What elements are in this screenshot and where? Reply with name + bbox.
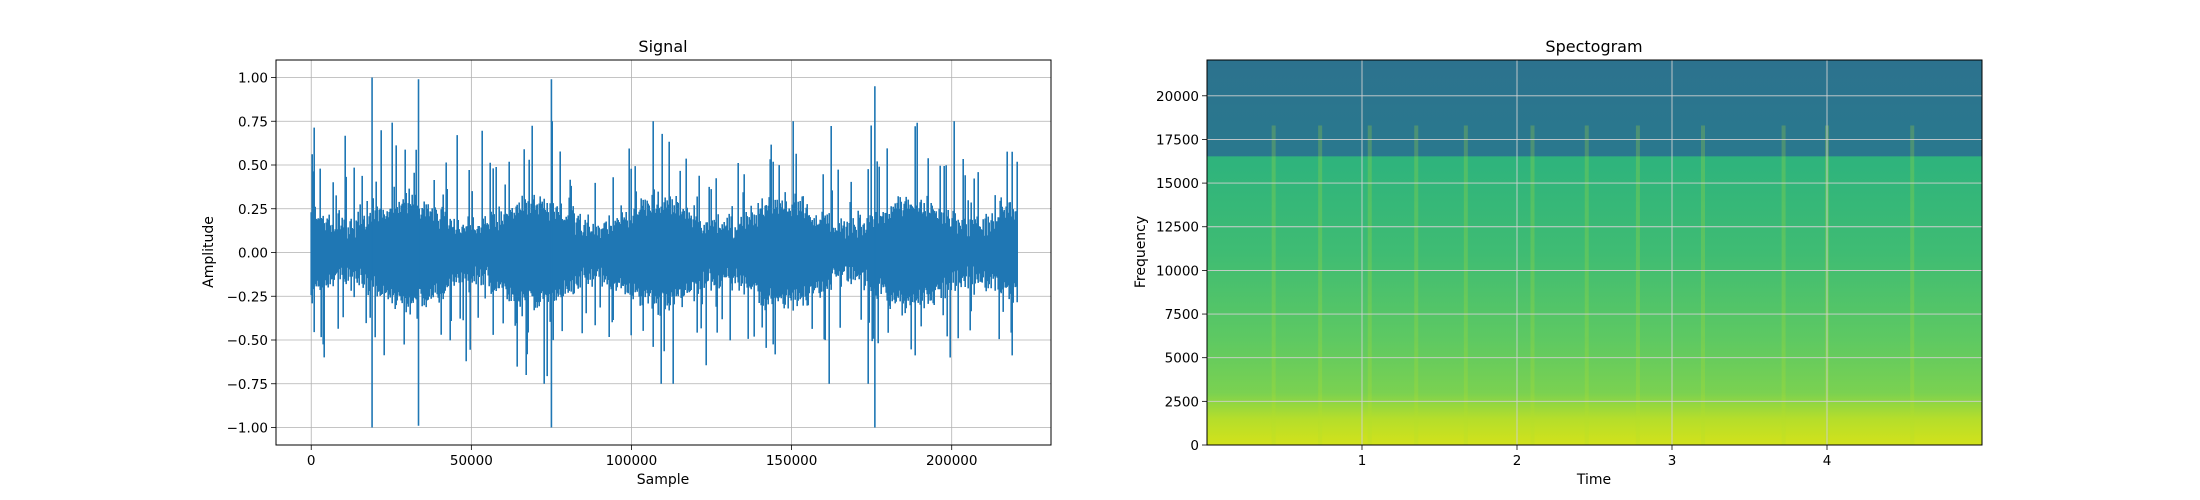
spectrogram-streak: [1781, 125, 1786, 445]
spectrogram-streak: [1701, 125, 1705, 445]
spectrogram-axes-frame: [1206, 59, 1983, 446]
signal-y-tick-label: −0.25: [227, 289, 268, 305]
signal-y-tick-label: −0.75: [227, 377, 268, 393]
spectrogram-ylabel: Frequency: [1133, 216, 1149, 288]
signal-y-tick-label: 0.25: [238, 202, 268, 218]
signal-ylabel: Amplitude: [201, 216, 217, 288]
spectrogram-y-tick-label: 5000: [1165, 351, 1199, 367]
signal-x-tick-label: 150000: [766, 453, 818, 469]
spectrogram-y-tick-label: 10000: [1156, 263, 1199, 279]
spectrogram-streak: [1530, 125, 1535, 445]
signal-x-tick-label: 50000: [450, 453, 493, 469]
spectrogram-image: [1207, 60, 1982, 445]
signal-xlabel: Sample: [637, 472, 690, 488]
spectrogram-streak: [1910, 125, 1915, 445]
signal-y-ticks: 1.00 0.75 0.50 0.25 0.00 −0.25 −0.50 −0.75 −1.00: [227, 71, 276, 437]
spectrogram-streak: [1414, 125, 1419, 445]
spectrogram-grid: [1207, 60, 1982, 445]
spectrogram-y-tick-label: 17500: [1156, 132, 1199, 148]
spectrogram-y-tick-label: 12500: [1156, 220, 1199, 236]
signal-y-tick-label: −0.50: [227, 333, 268, 349]
spectrogram-x-tick-label: 3: [1668, 453, 1677, 469]
signal-x-ticks: 0 50000 100000 150000 200000: [307, 445, 978, 469]
spectrogram-title: Spectogram: [1545, 37, 1642, 56]
spectrogram-streak: [1463, 125, 1468, 445]
spectrogram-x-ticks: 1 2 3 4: [1358, 445, 1832, 469]
spectrogram-y-tick-label: 20000: [1156, 89, 1199, 105]
signal-waveform: [310, 77, 1018, 428]
spectrogram-y-ticks: 0 2500 5000 7500 10000 12500 15000 17500 20000: [1156, 89, 1207, 454]
spectrogram-x-tick-label: 1: [1358, 453, 1367, 469]
spectrogram-xlabel: Time: [1576, 472, 1611, 488]
signal-x-tick-label: 100000: [606, 453, 658, 469]
signal-y-tick-label: 0.50: [238, 158, 268, 174]
spectrogram-x-tick-label: 2: [1513, 453, 1522, 469]
spectrogram-y-tick-label: 15000: [1156, 176, 1199, 192]
signal-y-tick-label: −1.00: [227, 421, 268, 437]
signal-y-tick-label: 0.75: [238, 114, 268, 130]
spectrogram-streak: [1635, 125, 1640, 445]
spectrogram-y-tick-label: 7500: [1165, 307, 1199, 323]
signal-y-tick-label: 0.00: [238, 246, 268, 262]
spectrogram-streak: [1584, 125, 1589, 445]
spectrogram-chart: Spectogram 1 2 3 4 0 2500 5000 7500 10000 12500 1…: [1133, 37, 1983, 488]
spectrogram-y-tick-label: 0: [1190, 438, 1199, 454]
signal-x-tick-label: 0: [307, 453, 316, 469]
signal-core: [311, 238, 1018, 267]
spectrogram-streak: [1318, 125, 1323, 445]
signal-x-tick-label: 200000: [926, 453, 978, 469]
signal-chart: Signal 0 50000 100000 150000 200000 1.00 0.75…: [201, 37, 1052, 488]
spectrogram-streak: [1367, 125, 1372, 445]
spectrogram-streak: [1271, 125, 1276, 445]
signal-y-tick-label: 1.00: [238, 71, 268, 87]
spectrogram-x-tick-label: 4: [1823, 453, 1832, 469]
spectrogram-y-tick-label: 2500: [1165, 394, 1199, 410]
signal-title: Signal: [638, 37, 687, 56]
